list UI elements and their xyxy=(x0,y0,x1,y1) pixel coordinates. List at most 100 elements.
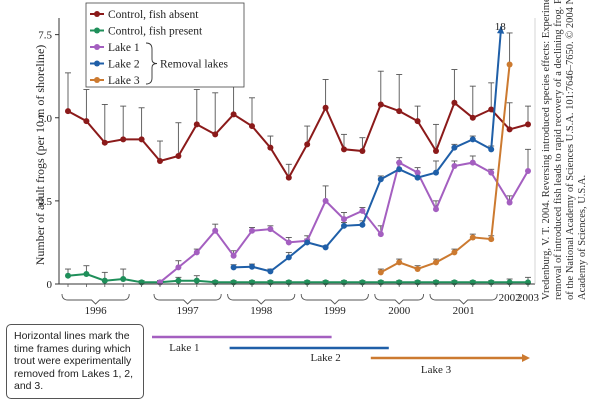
data-point xyxy=(396,166,403,173)
legend-swatch-dot xyxy=(94,27,100,34)
data-point xyxy=(341,216,347,223)
data-point xyxy=(488,169,495,176)
data-point xyxy=(175,264,182,271)
data-point xyxy=(488,146,495,153)
data-point xyxy=(359,221,366,228)
year-label: 1998 xyxy=(250,305,273,317)
year-bracket xyxy=(61,293,130,305)
data-point xyxy=(230,111,237,118)
data-point xyxy=(101,139,108,146)
series-line-3 xyxy=(233,26,503,273)
data-point xyxy=(469,114,476,121)
data-point xyxy=(322,104,329,111)
legend-entry-label: Control, fish present xyxy=(108,26,203,38)
year-label: 2003 xyxy=(517,292,540,304)
data-point xyxy=(341,146,347,153)
data-point xyxy=(249,227,255,234)
data-point xyxy=(359,148,366,154)
data-point xyxy=(193,249,200,256)
data-point xyxy=(414,118,421,125)
removal-label: Lake 1 xyxy=(169,342,199,354)
data-point xyxy=(285,254,292,261)
y-tick-label: 0 xyxy=(47,279,53,291)
removal-callout: Horizontal lines mark the time frames du… xyxy=(6,324,144,399)
removal-periods: Lake 1 Lake 2 Lake 3 xyxy=(127,335,530,376)
legend-entry-label: Lake 1 xyxy=(108,42,140,54)
legend-box xyxy=(85,2,245,88)
legend-entry-label: Control, fish absent xyxy=(108,9,199,21)
data-point xyxy=(230,252,237,259)
data-point xyxy=(359,207,366,214)
legend-brace xyxy=(145,42,158,85)
data-point xyxy=(396,108,403,115)
axes: Number of adult frogs (per 10 m of shore… xyxy=(33,18,540,317)
legend-group-label: Removal lakes xyxy=(160,59,229,71)
data-point xyxy=(285,174,292,181)
series-line-1 xyxy=(67,272,528,284)
data-point xyxy=(414,169,421,176)
data-point xyxy=(451,99,458,106)
credit-line: removal of introduced fish leads to rapi… xyxy=(553,0,564,300)
data-point xyxy=(193,277,200,284)
data-point xyxy=(267,268,274,275)
series-line-0 xyxy=(67,101,529,180)
y-tick-label: 7.5 xyxy=(38,30,52,42)
year-label: 2002 xyxy=(499,292,521,304)
annotations: 18 xyxy=(495,21,507,33)
data-point xyxy=(285,239,292,246)
data-point xyxy=(101,277,108,284)
y-tick-label: 5.0 xyxy=(38,113,52,125)
credit-line: Academy of Sciences, U.S.A. xyxy=(577,175,588,300)
data-point xyxy=(175,277,182,284)
data-point xyxy=(377,269,384,276)
data-point xyxy=(506,61,513,68)
data-point xyxy=(267,226,274,233)
data-point xyxy=(120,276,127,283)
data-point xyxy=(212,131,219,138)
data-point xyxy=(138,136,145,143)
series-lines xyxy=(65,26,531,286)
data-point xyxy=(157,157,163,164)
credit-line: of the National Academy of Sciences U.S.… xyxy=(565,0,576,300)
data-point xyxy=(433,259,439,266)
y-tick-label: 2.5 xyxy=(38,196,52,208)
break-value-label: 18 xyxy=(495,21,507,33)
data-point xyxy=(65,108,71,115)
source-credit: Vredenburg, V. T. 2004. Reversing introd… xyxy=(541,0,588,300)
data-point xyxy=(249,263,255,270)
data-point xyxy=(377,231,384,238)
data-point xyxy=(267,144,274,151)
data-point xyxy=(433,169,439,176)
data-point xyxy=(506,199,513,206)
series-arrowhead xyxy=(497,26,505,34)
data-point xyxy=(469,234,476,241)
data-point xyxy=(488,106,495,113)
year-bracket xyxy=(300,293,369,305)
data-point xyxy=(469,136,476,143)
removal-label: Lake 3 xyxy=(421,364,452,376)
data-point xyxy=(433,148,439,154)
legend-swatch-dot xyxy=(94,11,100,17)
year-label: 2000 xyxy=(388,305,411,317)
data-point xyxy=(469,159,476,166)
data-point xyxy=(322,197,329,204)
removal-label: Lake 2 xyxy=(310,352,340,364)
data-point xyxy=(396,259,403,266)
data-point xyxy=(193,121,200,128)
data-point xyxy=(414,174,421,181)
data-point xyxy=(451,162,458,169)
data-point xyxy=(304,239,311,246)
data-point xyxy=(304,141,311,148)
legend-swatch-dot xyxy=(94,77,100,83)
year-bracket xyxy=(429,293,498,305)
series-line-4 xyxy=(380,64,511,274)
year-label: 1996 xyxy=(85,305,108,317)
data-point xyxy=(506,126,513,133)
data-point xyxy=(120,136,127,143)
legend: Control, fish absent Control, fish presen… xyxy=(85,2,245,88)
data-point xyxy=(83,118,90,125)
data-point xyxy=(451,144,458,151)
data-point xyxy=(377,176,384,183)
data-point xyxy=(249,123,255,130)
year-label: 1997 xyxy=(177,305,200,317)
